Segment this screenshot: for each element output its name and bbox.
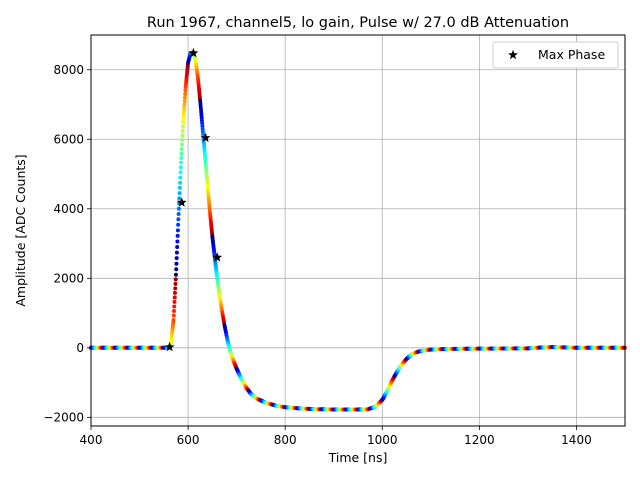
max-phase-point xyxy=(176,197,187,207)
waveform-point xyxy=(181,116,186,121)
waveform-point xyxy=(177,196,182,201)
x-axis-label: Time [ns] xyxy=(328,450,388,465)
waveform-point xyxy=(181,119,186,124)
y-tick-label: 4000 xyxy=(53,202,84,216)
waveform-point xyxy=(173,281,178,286)
waveform-point xyxy=(219,306,224,311)
plot-frame xyxy=(90,34,626,427)
waveform-point xyxy=(180,124,185,129)
y-tick-label: 8000 xyxy=(53,63,84,77)
waveform-point xyxy=(172,295,177,300)
waveform-point xyxy=(175,239,180,244)
waveform-point xyxy=(175,233,180,238)
y-axis-label: Amplitude [ADC Counts] xyxy=(13,154,28,306)
x-axis-ticks: 400 600 800 1000 1200 1400 xyxy=(80,426,592,447)
waveform-point xyxy=(218,299,223,304)
waveform-point xyxy=(179,147,184,151)
waveform-point xyxy=(178,165,183,170)
waveform-point xyxy=(177,191,182,196)
waveform-point xyxy=(178,175,183,180)
waveform-point xyxy=(183,92,188,97)
waveform-point xyxy=(179,151,184,156)
max-phase-point xyxy=(188,47,199,58)
max-phase-point xyxy=(164,341,175,352)
waveform-point xyxy=(179,156,184,161)
waveform-point xyxy=(173,277,178,282)
waveform-point xyxy=(180,142,185,147)
max-phase-point xyxy=(200,132,211,143)
waveform-point xyxy=(172,304,177,309)
waveform-point xyxy=(182,95,187,100)
waveform-point xyxy=(171,313,176,318)
waveform-point xyxy=(217,293,222,298)
waveform-point xyxy=(178,170,183,175)
waveform-point xyxy=(173,286,178,291)
waveform-point xyxy=(182,105,187,110)
waveform-point xyxy=(176,206,181,211)
waveform-point xyxy=(172,299,177,304)
waveform-point xyxy=(172,308,177,313)
max-phase-point xyxy=(212,252,223,262)
x-tick-label: 1400 xyxy=(561,433,592,447)
grid-lines xyxy=(90,35,625,426)
waveform-point xyxy=(180,128,185,133)
legend-star-icon xyxy=(508,49,518,60)
waveform-point xyxy=(180,133,185,138)
waveform-point xyxy=(182,99,187,104)
waveform-point xyxy=(174,250,179,255)
chart-title: Run 1967, channel5, lo gain, Pulse w/ 27… xyxy=(147,15,569,31)
y-tick-label: 0 xyxy=(76,341,84,355)
waveform-point xyxy=(177,185,182,190)
waveform-point xyxy=(176,222,181,227)
x-tick-label: 400 xyxy=(80,433,103,447)
y-tick-label: 2000 xyxy=(53,271,84,285)
waveform-point xyxy=(181,109,186,114)
legend-box xyxy=(492,41,619,69)
x-tick-label: 1000 xyxy=(367,433,398,447)
waveform-point xyxy=(181,112,186,117)
waveform-points xyxy=(89,50,627,412)
waveform-point xyxy=(219,303,224,308)
x-tick-label: 1200 xyxy=(464,433,495,447)
y-tick-label: −2000 xyxy=(43,410,84,424)
waveform-point xyxy=(176,217,181,222)
legend-entry-max-phase: Max Phase xyxy=(538,47,605,62)
y-axis-ticks: −2000 0 2000 4000 6000 8000 xyxy=(43,63,91,424)
y-tick-label: 6000 xyxy=(53,132,84,146)
waveform-point xyxy=(178,180,183,185)
waveform-point xyxy=(174,256,179,261)
waveform-point xyxy=(174,261,179,266)
waveform-point xyxy=(180,137,185,142)
x-tick-label: 800 xyxy=(274,433,297,447)
waveform-point xyxy=(183,88,188,93)
waveform-point xyxy=(218,296,223,301)
waveform-point xyxy=(175,245,180,250)
waveform-point xyxy=(171,318,176,322)
waveform-point xyxy=(172,290,177,295)
waveform-point xyxy=(179,160,184,165)
waveform-point xyxy=(174,267,179,272)
waveform-point xyxy=(176,211,181,216)
x-tick-label: 600 xyxy=(177,433,200,447)
max-phase-markers xyxy=(164,47,223,352)
legend: Max Phase xyxy=(492,41,619,69)
waveform-point xyxy=(175,228,180,233)
waveform-point xyxy=(182,102,187,107)
waveform-point xyxy=(173,272,178,277)
